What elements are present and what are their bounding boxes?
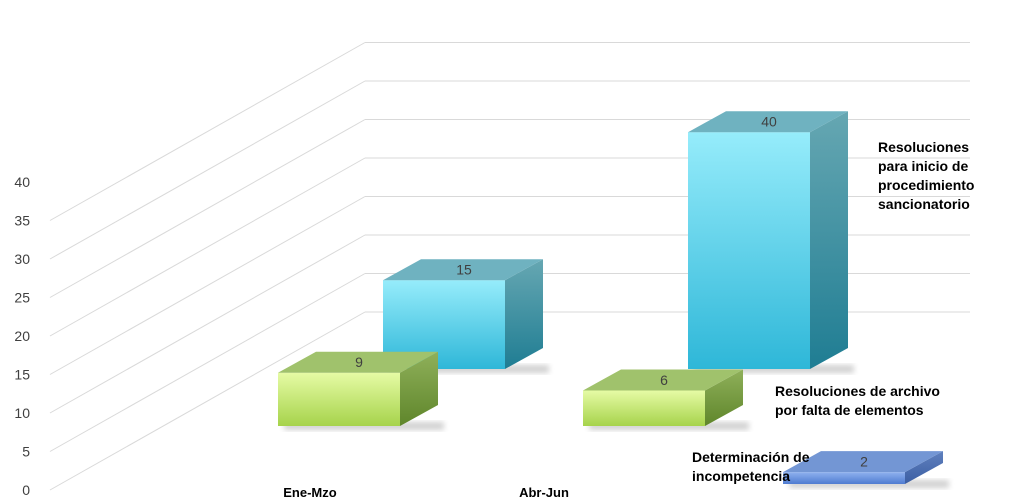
data-label: 40 xyxy=(761,114,777,130)
y-tick-label: 0 xyxy=(22,482,30,498)
series-label-line: por falta de elementos xyxy=(775,402,924,418)
data-label: 15 xyxy=(456,262,472,278)
series-label-line: Determinación de xyxy=(692,449,810,465)
side-gridline xyxy=(49,42,366,221)
side-gridline xyxy=(49,234,366,414)
category-label: Ene-Mzo xyxy=(283,485,337,500)
series-label-line: para inicio de xyxy=(878,158,968,174)
series-label-line: procedimiento xyxy=(878,177,974,193)
series-label-line: incompetencia xyxy=(692,468,790,484)
labels: 15 40 9 6 2 Ene-Mzo Abr-Jun Determinación de inc… xyxy=(283,114,974,500)
side-gridline xyxy=(49,80,366,260)
side-gridline xyxy=(49,119,366,298)
bars xyxy=(278,111,949,488)
bar-side xyxy=(400,351,438,426)
gridlines xyxy=(49,42,970,491)
series-label-line: Resoluciones xyxy=(878,139,969,155)
series-label-line: Resoluciones de archivo xyxy=(775,383,940,399)
y-tick-label: 5 xyxy=(22,444,30,460)
y-tick-label: 35 xyxy=(14,213,30,229)
y-tick-label: 20 xyxy=(14,328,30,344)
bar xyxy=(783,472,905,484)
series-label-line: sancionatorio xyxy=(878,196,970,212)
y-tick-label: 15 xyxy=(14,367,30,383)
bar-side xyxy=(705,369,743,426)
category-label: Abr-Jun xyxy=(519,485,569,500)
data-label: 6 xyxy=(660,372,668,388)
bar-top xyxy=(278,351,438,373)
y-tick-label: 25 xyxy=(14,290,30,306)
bar-side xyxy=(810,111,848,369)
bar xyxy=(688,132,810,369)
y-tick-label: 30 xyxy=(14,251,30,267)
bar xyxy=(278,372,400,426)
side-gridline xyxy=(49,273,366,452)
y-tick-label: 10 xyxy=(14,405,30,421)
side-gridline xyxy=(49,311,366,491)
series-label: Resoluciones para inicio de procedimiento s… xyxy=(878,139,974,212)
bar-top xyxy=(688,111,848,133)
side-gridline xyxy=(49,196,366,375)
side-gridline xyxy=(49,157,366,337)
bar-side xyxy=(905,451,943,484)
y-tick-label: 40 xyxy=(14,174,30,190)
data-label: 2 xyxy=(860,454,868,470)
series-label: Resoluciones de archivo por falta de elem… xyxy=(775,383,940,418)
bar-side xyxy=(505,259,543,369)
bar-top xyxy=(383,259,543,281)
bar-top xyxy=(783,451,943,473)
y-axis: 0 5 10 15 20 25 30 35 40 xyxy=(14,174,30,498)
bar-top xyxy=(583,369,743,391)
bar xyxy=(583,390,705,426)
data-label: 9 xyxy=(355,354,363,370)
series-label: Determinación de incompetencia xyxy=(692,449,810,484)
